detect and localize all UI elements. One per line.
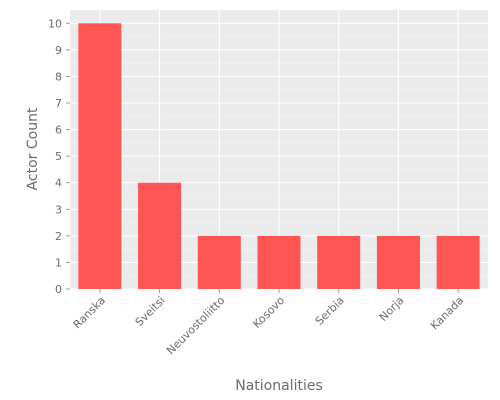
bar-ranska [78, 23, 122, 290]
y-tick-label: 3 [55, 203, 62, 216]
y-tick-label: 9 [55, 44, 62, 57]
y-tick-label: 1 [55, 256, 62, 269]
x-tick-label: Serbia [313, 294, 347, 328]
y-tick-label: 2 [55, 230, 62, 243]
x-tick-label: Sveitsi [133, 294, 168, 329]
y-tick-label: 6 [55, 124, 62, 137]
bars [78, 23, 480, 290]
bar-kanada [436, 235, 480, 289]
y-axis-title: Actor Count [25, 107, 41, 190]
y-tick-label: 4 [55, 177, 62, 190]
x-tick-label: Kanada [428, 294, 466, 332]
bar-norja [376, 235, 420, 289]
y-tick-label: 8 [55, 70, 62, 83]
x-axis-title: Nationalities [235, 378, 323, 394]
bar-kosovo [257, 235, 301, 289]
y-tick-labels: 0 1 2 3 4 5 6 7 8 9 10 [48, 17, 70, 296]
y-tick-label: 0 [55, 283, 62, 296]
bar-neuvostoliitto [197, 235, 241, 289]
bar-serbia [317, 235, 361, 289]
x-tick-label: Neuvostoliitto [164, 294, 227, 357]
y-tick-label: 10 [48, 17, 62, 30]
y-tick-label: 7 [55, 97, 62, 110]
x-tick-label: Ranska [71, 294, 108, 331]
bar-sveitsi [138, 182, 182, 289]
x-tick-label: Norja [377, 294, 407, 324]
x-tick-label: Kosovo [250, 294, 287, 331]
y-tick-label: 5 [55, 150, 62, 163]
